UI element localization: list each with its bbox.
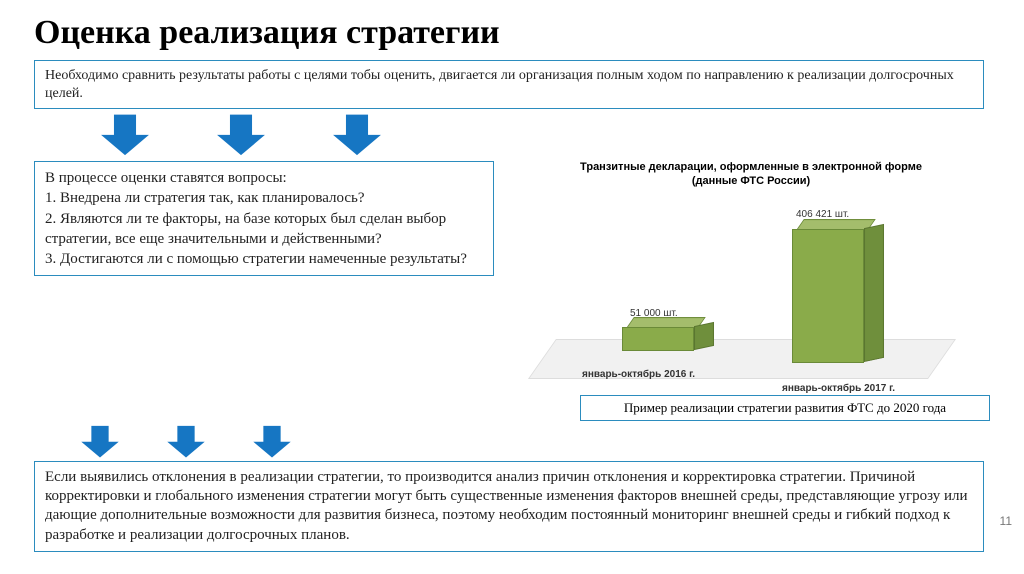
bar-2017-value: 406 421 шт. bbox=[796, 209, 849, 220]
columns: В процессе оценки ставятся вопросы: 1. В… bbox=[34, 161, 990, 421]
chart-title-line2: (данные ФТС России) bbox=[512, 175, 990, 187]
bar-2016-value: 51 000 шт. bbox=[630, 308, 678, 319]
axis-label-2016: январь-октябрь 2016 г. bbox=[582, 369, 695, 380]
arrow-down-icon bbox=[76, 423, 124, 459]
questions-box: В процессе оценки ставятся вопросы: 1. В… bbox=[34, 161, 494, 276]
arrow-down-icon bbox=[210, 111, 272, 157]
arrow-row-bottom bbox=[34, 423, 990, 463]
page-number: 11 bbox=[1000, 514, 1012, 528]
chart-title-line1: Транзитные декларации, оформленные в эле… bbox=[512, 161, 990, 173]
arrow-down-icon bbox=[94, 111, 156, 157]
axis-label-2017: январь-октябрь 2017 г. bbox=[782, 383, 895, 394]
arrow-down-icon bbox=[162, 423, 210, 459]
chart-caption-box: Пример реализации стратегии развития ФТС… bbox=[580, 395, 990, 421]
right-column: Транзитные декларации, оформленные в эле… bbox=[512, 161, 990, 421]
arrow-row-top bbox=[34, 111, 990, 159]
bar-chart-3d: 51 000 шт. 406 421 шт. январь-октябрь 20… bbox=[512, 189, 982, 389]
slide-title: Оценка реализация стратегии bbox=[34, 14, 990, 52]
left-column: В процессе оценки ставятся вопросы: 1. В… bbox=[34, 161, 494, 276]
arrow-down-icon bbox=[248, 423, 296, 459]
slide: Оценка реализация стратегии Необходимо с… bbox=[0, 0, 1024, 574]
conclusion-box: Если выявились отклонения в реализации с… bbox=[34, 461, 984, 552]
arrow-down-icon bbox=[326, 111, 388, 157]
intro-box: Необходимо сравнить результаты работы с … bbox=[34, 60, 984, 109]
